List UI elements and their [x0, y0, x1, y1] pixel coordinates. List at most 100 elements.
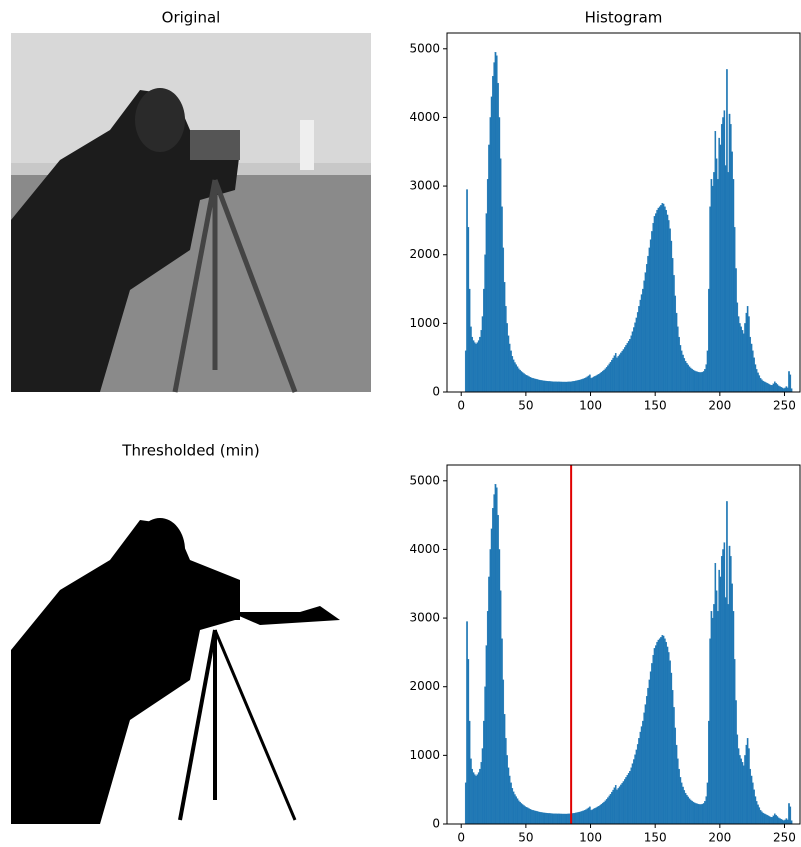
histogram-bar [766, 814, 768, 825]
histogram-bar [596, 374, 599, 393]
histogram-bar [582, 378, 585, 393]
y-tick-label: 0 [432, 385, 440, 399]
histogram-bar [634, 322, 636, 393]
histogram-bar [687, 364, 689, 393]
histogram-bar [578, 379, 581, 393]
histogram-bar [733, 227, 736, 393]
histogram-bar [602, 802, 604, 825]
histogram-bar [542, 812, 545, 825]
histogram-bar [576, 380, 578, 393]
histogram-bar [673, 275, 675, 393]
histogram-bar [697, 803, 700, 825]
histogram-bar [515, 364, 517, 393]
histogram-bar [517, 368, 520, 393]
histogram-bar [780, 387, 783, 393]
histogram-bar [689, 367, 692, 393]
histogram-bar [512, 791, 515, 825]
histogram-bar [594, 808, 596, 825]
histogram-bar [749, 768, 752, 825]
histogram-bar [520, 371, 523, 393]
histogram-bar [648, 247, 651, 393]
histogram-bar [546, 381, 549, 393]
histogram-bar [683, 790, 686, 825]
histogram-bar [622, 781, 625, 825]
histogram-bar [728, 545, 731, 825]
histogram-bar [497, 82, 499, 393]
histogram-bar [759, 378, 762, 393]
histogram-bar [530, 809, 533, 825]
histogram-bar [501, 638, 503, 825]
histogram-bar [494, 484, 497, 825]
histogram-bar [710, 611, 713, 825]
histogram-bar [555, 813, 558, 825]
histogram-bar [739, 323, 741, 393]
histogram-bar [770, 384, 772, 393]
histogram-bar [614, 785, 617, 825]
histogram-bar [651, 231, 653, 393]
histogram-bar [784, 819, 786, 825]
histogram-bar [630, 767, 633, 825]
histogram-bar [600, 803, 603, 825]
histogram-bar [555, 381, 558, 393]
x-tick-label: 100 [579, 399, 602, 413]
histogram-bar [655, 213, 657, 393]
histogram-bar [698, 804, 701, 825]
histogram-bar [589, 806, 591, 825]
histogram-bar [475, 343, 477, 393]
histogram-bar [657, 639, 660, 825]
histogram-bar [733, 659, 736, 825]
histogram-bar [783, 820, 785, 825]
histogram-bar [515, 796, 517, 825]
histogram-bar [648, 679, 651, 825]
histogram-bar [762, 380, 764, 393]
histogram-bar [503, 282, 506, 393]
histogram-bar [686, 795, 688, 825]
histogram-bar [730, 124, 732, 393]
histogram-bar [666, 646, 669, 825]
histogram-bar [631, 331, 634, 393]
histogram-bar [697, 371, 700, 393]
histogram-bar [587, 375, 590, 393]
histogram-bar [790, 820, 793, 825]
histogram-bar [563, 813, 565, 825]
histogram-bar [561, 381, 564, 393]
histogram-bar [695, 803, 697, 825]
histogram-bar [549, 381, 551, 393]
histogram-bar [590, 378, 592, 393]
histogram-bar [495, 55, 498, 393]
y-tick-label: 3000 [409, 611, 440, 625]
histogram-bar [740, 758, 742, 825]
histogram-bar [718, 569, 720, 825]
histogram-bar [673, 707, 675, 825]
histogram-bar [718, 137, 720, 393]
histogram-bar [547, 381, 550, 393]
histogram-bar [528, 808, 530, 825]
x-tick-label: 250 [773, 399, 796, 413]
histogram-bar [614, 353, 617, 393]
histogram-bar [542, 380, 545, 393]
histogram-bar [640, 726, 643, 825]
histogram-bar [608, 363, 611, 393]
histogram-bar [530, 377, 533, 393]
histogram-bar [514, 794, 516, 825]
histogram-bar [692, 369, 695, 393]
histogram-bar [490, 528, 493, 825]
histogram-bar [516, 798, 519, 825]
histogram-bar [536, 811, 538, 825]
histogram-bar [664, 638, 666, 825]
histogram-bar [777, 385, 780, 393]
histogram-bar [784, 387, 786, 393]
histogram-bar [701, 371, 704, 393]
histogram-bar [726, 501, 728, 825]
histogram-bar [785, 818, 788, 825]
histogram-bar [501, 206, 503, 393]
histogram-bar [577, 380, 580, 393]
histogram-bar [616, 789, 618, 825]
histogram-bar [475, 775, 477, 825]
histogram-bar [554, 381, 556, 393]
histogram-bar [658, 206, 661, 393]
histogram-bar [720, 556, 723, 825]
histogram-bar [639, 299, 642, 393]
histogram-bar [737, 316, 740, 393]
y-tick-label: 2000 [409, 247, 440, 261]
